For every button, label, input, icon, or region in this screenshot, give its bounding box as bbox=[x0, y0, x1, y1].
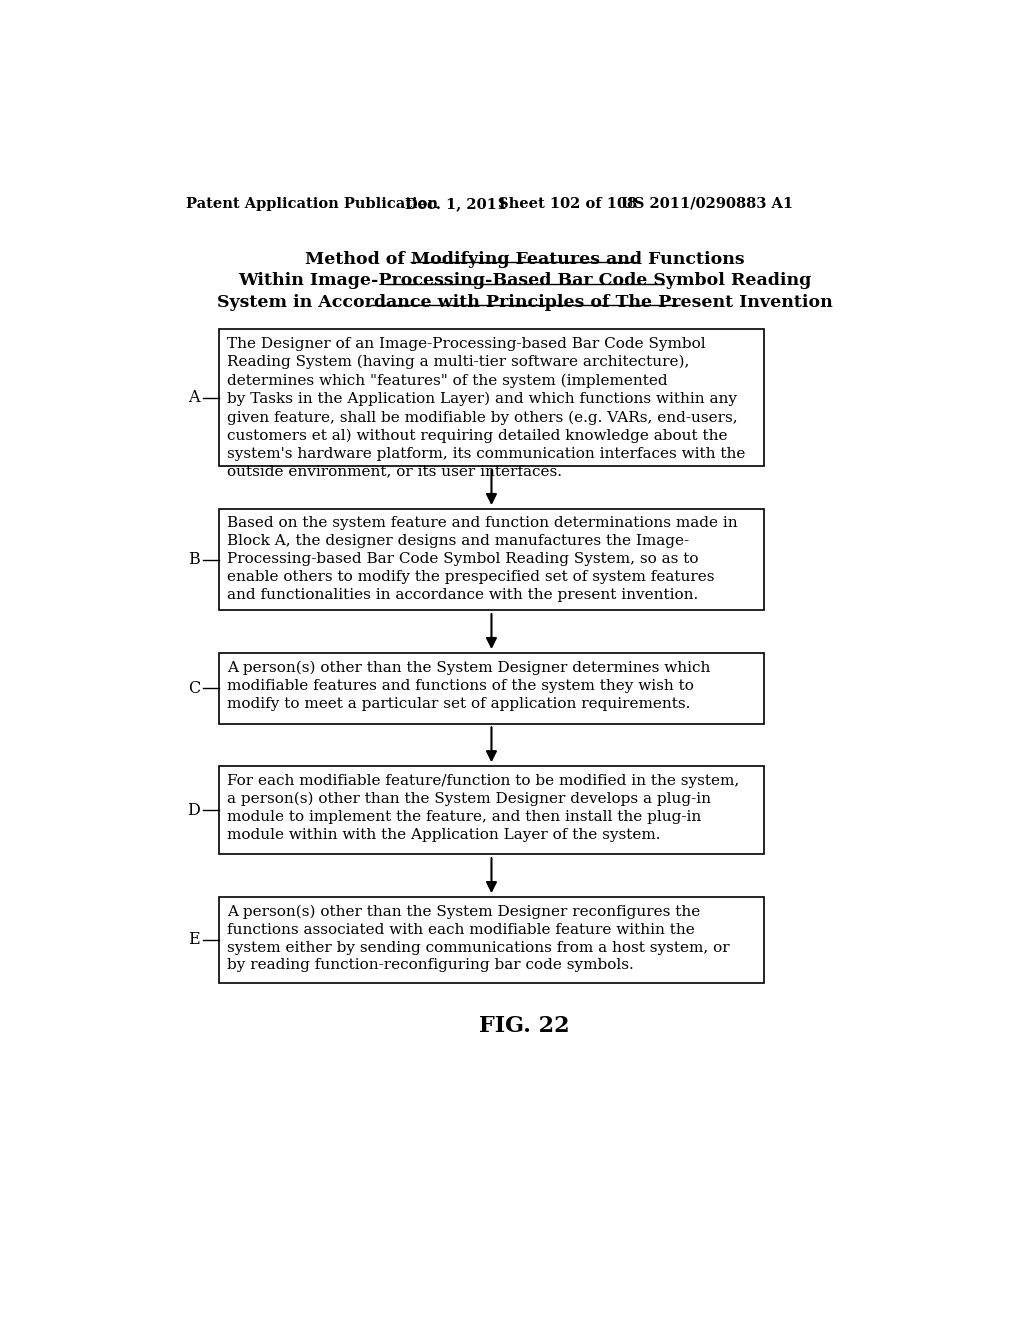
Text: US 2011/0290883 A1: US 2011/0290883 A1 bbox=[621, 197, 793, 211]
FancyBboxPatch shape bbox=[219, 508, 764, 610]
Text: E: E bbox=[188, 932, 200, 949]
Text: Within Image-Processing-Based Bar Code Symbol Reading: Within Image-Processing-Based Bar Code S… bbox=[239, 272, 811, 289]
Text: Dec. 1, 2011: Dec. 1, 2011 bbox=[406, 197, 508, 211]
Text: The Designer of an Image-Processing-based Bar Code Symbol
Reading System (having: The Designer of an Image-Processing-base… bbox=[227, 337, 745, 479]
Text: Method of Modifying Features and Functions: Method of Modifying Features and Functio… bbox=[305, 251, 744, 268]
Text: Sheet 102 of 108: Sheet 102 of 108 bbox=[499, 197, 638, 211]
Text: For each modifiable feature/function to be modified in the system,
a person(s) o: For each modifiable feature/function to … bbox=[227, 774, 739, 842]
Text: Patent Application Publication: Patent Application Publication bbox=[186, 197, 438, 211]
FancyBboxPatch shape bbox=[219, 766, 764, 854]
FancyBboxPatch shape bbox=[219, 896, 764, 983]
Text: A person(s) other than the System Designer reconfigures the
functions associated: A person(s) other than the System Design… bbox=[227, 904, 730, 973]
Text: A: A bbox=[188, 389, 200, 407]
Text: C: C bbox=[187, 680, 200, 697]
Text: D: D bbox=[187, 801, 200, 818]
Text: Based on the system feature and function determinations made in
Block A, the des: Based on the system feature and function… bbox=[227, 516, 738, 602]
Text: System in Accordance with Principles of The Present Invention: System in Accordance with Principles of … bbox=[217, 294, 833, 312]
FancyBboxPatch shape bbox=[219, 330, 764, 466]
FancyBboxPatch shape bbox=[219, 653, 764, 723]
Text: B: B bbox=[188, 550, 200, 568]
Text: FIG. 22: FIG. 22 bbox=[479, 1015, 570, 1036]
Text: A person(s) other than the System Designer determines which
modifiable features : A person(s) other than the System Design… bbox=[227, 660, 711, 710]
